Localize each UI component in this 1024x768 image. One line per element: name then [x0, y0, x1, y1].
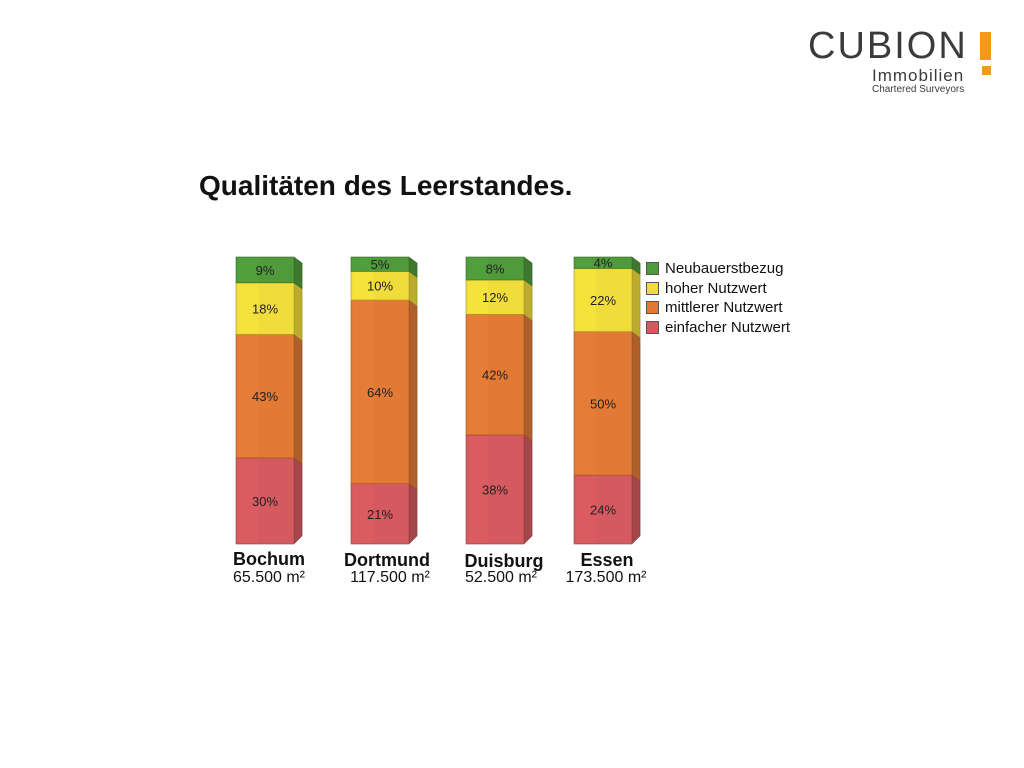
- bar-segment-essen-mittlerer-nutzwert-side: [631, 331, 641, 482]
- data-label-dortmund-0: 21%: [367, 507, 393, 522]
- bar-segment-essen-hoher-nutzwert-highlight: [576, 269, 597, 331]
- bar-segment-bochum-einfacher-nutzwert-side: [293, 457, 303, 545]
- logo-subtitle: Immobilien: [872, 66, 965, 85]
- data-label-essen-3: 4%: [594, 256, 613, 271]
- bar-segment-essen-hoher-nutzwert-side: [631, 267, 641, 339]
- category-label-essen: Essen: [580, 550, 634, 570]
- legend-item-hoher-nutzwert: hoher Nutzwert: [646, 279, 790, 299]
- legend-swatch: [646, 320, 659, 334]
- bar-segment-duisburg-mittlerer-nutzwert-highlight: [468, 315, 489, 434]
- bar-segment-essen-neubauerstbezug: [573, 256, 633, 269]
- bar-segment-dortmund-einfacher-nutzwert-highlight: [353, 484, 374, 543]
- data-label-bochum-0: 30%: [252, 494, 278, 509]
- data-label-dortmund-3: 5%: [371, 257, 390, 272]
- legend-item-einfacher-nutzwert: einfacher Nutzwert: [646, 318, 790, 338]
- bar-segment-dortmund-einfacher-nutzwert-side: [408, 483, 418, 545]
- legend-item-mittlerer-nutzwert: mittlerer Nutzwert: [646, 298, 790, 318]
- bar-segment-duisburg-einfacher-nutzwert: [465, 434, 525, 545]
- bar-segment-essen-mittlerer-nutzwert: [573, 331, 633, 476]
- bar-segment-duisburg-mittlerer-nutzwert-side: [523, 313, 533, 442]
- bar-segment-duisburg-neubauerstbezug: [465, 256, 525, 281]
- bar-segment-dortmund-einfacher-nutzwert: [350, 483, 410, 545]
- category-label-dortmund: Dortmund: [344, 550, 430, 570]
- legend-swatch: [646, 301, 659, 315]
- bar-segment-dortmund-mittlerer-nutzwert-side: [408, 299, 418, 491]
- legend-swatch: [646, 262, 659, 276]
- bar-segment-duisburg-hoher-nutzwert-highlight: [468, 280, 489, 314]
- bar-segment-bochum-mittlerer-nutzwert: [235, 334, 295, 459]
- category-area-dortmund: 117.500 m²: [350, 569, 430, 586]
- data-label-duisburg-2: 12%: [482, 290, 508, 305]
- logo-tagline: Chartered Surveyors: [872, 84, 965, 95]
- bar-segment-dortmund-hoher-nutzwert-highlight: [353, 272, 374, 300]
- bar-segment-bochum-hoher-nutzwert-side: [293, 282, 303, 341]
- cubion-logo: CUBION Immobilien Chartered Surveyors: [808, 26, 1008, 98]
- category-area-bochum: 65.500 m²: [232, 569, 306, 586]
- data-label-bochum-2: 18%: [252, 302, 278, 317]
- legend-label: einfacher Nutzwert: [665, 318, 791, 336]
- category-area-essen: 173.500 m²: [565, 569, 647, 586]
- bar-segment-essen-hoher-nutzwert: [573, 268, 633, 332]
- bar-segment-duisburg-mittlerer-nutzwert: [465, 314, 525, 436]
- bar-segment-essen-einfacher-nutzwert-side: [631, 474, 641, 545]
- bar-segment-essen-einfacher-nutzwert: [573, 474, 633, 545]
- data-label-dortmund-1: 64%: [367, 385, 393, 400]
- bar-segment-duisburg-hoher-nutzwert-side: [523, 279, 533, 321]
- bar-segment-essen-einfacher-nutzwert-highlight: [576, 476, 597, 543]
- bar-segment-essen-mittlerer-nutzwert-highlight: [576, 332, 597, 475]
- bar-segment-essen-neubauerstbezug-highlight: [576, 258, 597, 268]
- page-title: Qualitäten des Leerstandes.: [199, 170, 573, 201]
- category-label-duisburg: Duisburg: [464, 551, 544, 571]
- bar-segment-duisburg-einfacher-nutzwert-highlight: [468, 435, 489, 543]
- bar-segment-bochum-hoher-nutzwert-highlight: [238, 283, 259, 334]
- data-label-bochum-3: 9%: [256, 263, 275, 278]
- logo-wordmark: CUBION: [808, 25, 968, 67]
- data-label-bochum-1: 43%: [252, 389, 278, 404]
- bar-segment-dortmund-mittlerer-nutzwert-highlight: [353, 301, 374, 483]
- legend-item-neubauerstbezug: Neubauerstbezug: [646, 259, 790, 279]
- bar-segment-bochum-mittlerer-nutzwert-highlight: [238, 335, 259, 457]
- bar-segment-bochum-mittlerer-nutzwert-side: [293, 333, 303, 465]
- legend-label: Neubauerstbezug: [665, 260, 784, 278]
- bar-segment-bochum-neubauerstbezug: [235, 256, 295, 284]
- bar-segment-bochum-einfacher-nutzwert-highlight: [238, 458, 259, 543]
- data-label-essen-2: 22%: [590, 293, 616, 308]
- bar-segment-dortmund-mittlerer-nutzwert: [350, 299, 410, 485]
- data-label-dortmund-2: 10%: [367, 279, 393, 294]
- bar-segment-duisburg-hoher-nutzwert: [465, 279, 525, 315]
- logo-accent-dot: [982, 66, 991, 75]
- bar-segment-duisburg-einfacher-nutzwert-side: [523, 434, 533, 545]
- chart-legend: Neubauerstbezug hoher Nutzwert mittlerer…: [646, 259, 790, 337]
- legend-label: mittlerer Nutzwert: [665, 299, 783, 317]
- bar-segment-duisburg-neubauerstbezug-highlight: [468, 258, 489, 279]
- data-label-essen-0: 24%: [590, 503, 616, 518]
- data-label-duisburg-3: 8%: [486, 261, 505, 276]
- data-label-essen-1: 50%: [590, 396, 616, 411]
- bar-segment-dortmund-neubauerstbezug-highlight: [353, 258, 374, 271]
- category-area-duisburg: 52.500 m²: [464, 569, 538, 586]
- data-label-duisburg-1: 42%: [482, 368, 508, 383]
- bar-segment-dortmund-neubauerstbezug: [350, 256, 410, 272]
- logo-accent-bar: [980, 32, 991, 60]
- data-label-duisburg-0: 38%: [482, 482, 508, 497]
- bar-segment-bochum-neubauerstbezug-highlight: [238, 258, 259, 282]
- category-label-bochum: Bochum: [233, 549, 305, 569]
- legend-label: hoher Nutzwert: [665, 279, 767, 297]
- legend-swatch: [646, 281, 659, 295]
- bar-segment-dortmund-hoher-nutzwert: [350, 271, 410, 301]
